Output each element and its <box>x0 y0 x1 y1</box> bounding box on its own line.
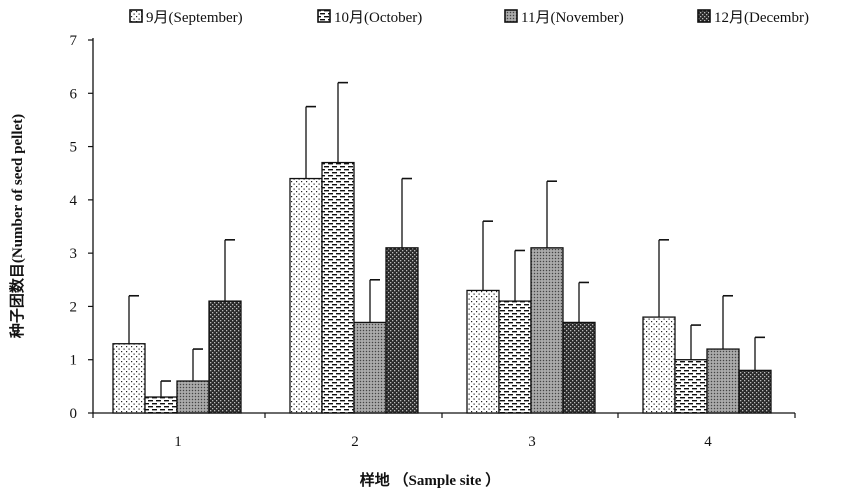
bar <box>530 247 564 414</box>
bar <box>706 348 740 414</box>
y-tick-label: 3 <box>70 246 78 262</box>
bar <box>321 161 355 414</box>
legend-label: 11月(November) <box>521 10 624 26</box>
bar <box>562 321 596 414</box>
x-axis-title: 样地 （Sample site ） <box>360 471 500 489</box>
y-tick-label: 5 <box>70 140 78 156</box>
bar <box>176 380 210 414</box>
legend-label: 12月(Decembr) <box>714 10 809 26</box>
y-tick-label: 4 <box>70 193 78 209</box>
legend-swatch <box>697 9 711 23</box>
bar <box>738 369 772 414</box>
legend-swatch <box>129 9 143 23</box>
x-tick-label: 2 <box>351 434 359 450</box>
y-tick-label: 7 <box>70 33 78 49</box>
bar <box>112 343 146 414</box>
y-tick-label: 6 <box>70 86 78 102</box>
x-tick-label: 1 <box>174 434 182 450</box>
bar <box>466 289 500 414</box>
y-axis-title: 种子团数目(Number of seed pellet) <box>8 114 26 339</box>
y-tick-label: 0 <box>70 406 78 422</box>
legend-label: 10月(October) <box>334 10 422 26</box>
bar <box>208 300 242 414</box>
bar <box>289 177 323 414</box>
x-tick-label: 4 <box>704 434 712 450</box>
y-tick-label: 2 <box>70 299 78 315</box>
legend-swatch <box>317 9 331 23</box>
y-tick-label: 1 <box>70 353 78 369</box>
legend: 9月(September) 10月(October) 11月(November) 12… <box>129 9 809 26</box>
bar <box>642 316 676 414</box>
bar <box>353 321 387 414</box>
bar <box>144 396 178 414</box>
x-tick-label: 3 <box>528 434 536 450</box>
bars-group <box>112 161 772 414</box>
bar <box>498 300 532 414</box>
legend-swatch <box>504 9 518 23</box>
legend-label: 9月(September) <box>146 10 243 26</box>
bar <box>674 359 708 414</box>
bar <box>385 247 419 414</box>
error-bars-group <box>128 81 765 398</box>
